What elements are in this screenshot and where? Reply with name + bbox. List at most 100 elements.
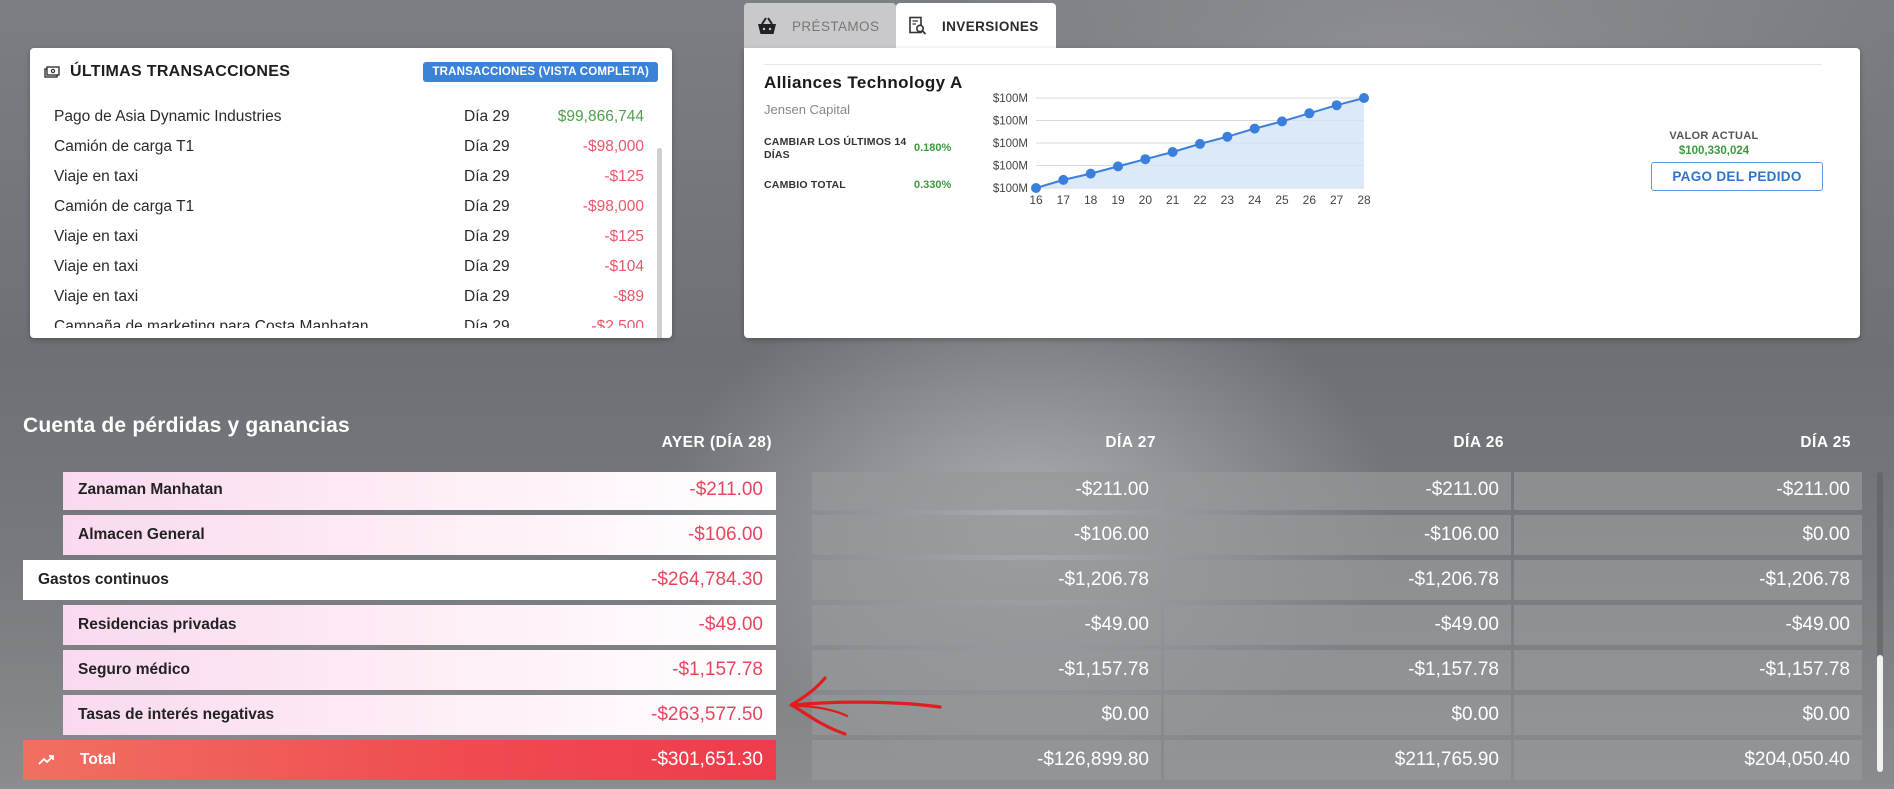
- data-point[interactable]: [1140, 154, 1151, 165]
- pnl-row-label-cell: Gastos continuos -$264,784.30: [23, 560, 776, 600]
- transaction-description: Viaje en taxi: [54, 228, 139, 245]
- transaction-description: Viaje en taxi: [54, 258, 139, 275]
- pnl-value-yesterday: -$301,651.30: [651, 749, 763, 770]
- x-tick-label: 16: [1029, 193, 1043, 206]
- transaction-day: Día 29: [464, 258, 510, 275]
- pnl-row-label: Zanaman Manhatan: [78, 481, 223, 498]
- x-tick-label: 19: [1111, 193, 1125, 206]
- pnl-row[interactable]: Almacen General -$106.00 -$106.00 -$106.00 $…: [0, 515, 1894, 555]
- y-tick-label: $100M: [993, 93, 1028, 105]
- y-tick-label: $100M: [993, 116, 1028, 128]
- x-tick-label: 28: [1357, 193, 1371, 206]
- transaction-amount: -$98,000: [582, 138, 644, 155]
- transactions-header: ÚLTIMAS TRANSACCIONES TRANSACCIONES (VIS…: [44, 60, 658, 84]
- x-tick-label: 23: [1221, 193, 1235, 206]
- pnl-row[interactable]: Residencias privadas -$49.00 -$49.00 -$49.0…: [0, 605, 1894, 645]
- transactions-panel: ÚLTIMAS TRANSACCIONES TRANSACCIONES (VIS…: [30, 48, 672, 338]
- area-fill: [1036, 98, 1364, 188]
- x-tick-label: 17: [1057, 193, 1071, 206]
- transaction-day: Día 29: [464, 228, 510, 245]
- tab-loans-label: PRÉSTAMOS: [792, 18, 880, 34]
- data-point[interactable]: [1167, 147, 1178, 157]
- data-point[interactable]: [1331, 100, 1342, 111]
- transaction-row: Viaje en taxi Día 29 -$125: [54, 222, 644, 252]
- transaction-row: Viaje en taxi Día 29 -$104: [54, 252, 644, 282]
- data-point[interactable]: [1195, 138, 1205, 149]
- pnl-title: Cuenta de pérdidas y ganancias: [23, 414, 350, 437]
- pnl-row[interactable]: Tasas de interés negativas -$263,577.50 $0…: [0, 695, 1894, 735]
- pnl-row[interactable]: Seguro médico -$1,157.78 -$1,157.78 -$1,157…: [0, 650, 1894, 690]
- pnl-value-cell: -$211.00: [1164, 472, 1511, 510]
- transaction-amount: -$125: [604, 168, 644, 185]
- transaction-description: Camión de carga T1: [54, 198, 195, 215]
- tab-investments[interactable]: INVERSIONES: [896, 3, 1056, 49]
- transactions-scrollbar[interactable]: [657, 148, 662, 338]
- pnl-column-header: DÍA 26: [1453, 434, 1504, 451]
- transaction-description: Pago de Asia Dynamic Industries: [54, 108, 282, 125]
- pnl-row-label-cell: Almacen General -$106.00: [63, 515, 776, 555]
- pnl-value-cell: -$49.00: [1164, 605, 1511, 645]
- transaction-row: Viaje en taxi Día 29 -$89: [54, 282, 644, 312]
- current-value-label: VALOR ACTUAL: [1669, 130, 1759, 142]
- transaction-amount: -$2,500: [591, 318, 644, 328]
- pnl-value-yesterday: -$264,784.30: [651, 569, 763, 590]
- pnl-value-yesterday: -$1,157.78: [672, 659, 763, 680]
- pnl-row-label-cell: Seguro médico -$1,157.78: [63, 650, 776, 690]
- pnl-value-yesterday: -$263,577.50: [651, 704, 763, 725]
- pnl-row-label-cell: Total -$301,651.30: [23, 740, 776, 780]
- x-tick-label: 20: [1139, 193, 1153, 206]
- data-point[interactable]: [1359, 93, 1369, 103]
- pay-order-button[interactable]: PAGO DEL PEDIDO: [1651, 162, 1823, 191]
- transaction-description: Viaje en taxi: [54, 168, 139, 185]
- pnl-value-cell: -$49.00: [812, 605, 1161, 645]
- x-tick-label: 26: [1303, 193, 1317, 206]
- pnl-value-cell: -$1,157.78: [812, 650, 1161, 690]
- data-point[interactable]: [1031, 183, 1041, 193]
- y-tick-label: $100M: [993, 183, 1028, 195]
- pnl-value-cell: -$49.00: [1514, 605, 1862, 645]
- transactions-full-view-button[interactable]: TRANSACCIONES (VISTA COMPLETA): [423, 62, 658, 82]
- data-point[interactable]: [1222, 131, 1233, 142]
- pnl-scrollbar-track[interactable]: [1877, 472, 1883, 772]
- transaction-day: Día 29: [464, 198, 510, 215]
- pnl-value-cell: $211,765.90: [1164, 740, 1511, 780]
- transactions-title: ÚLTIMAS TRANSACCIONES: [70, 63, 291, 80]
- transaction-description: Campaña de marketing para Costa Manhatan: [54, 318, 369, 328]
- document-search-icon: [908, 15, 928, 37]
- pnl-row-label: Almacen General: [78, 526, 205, 543]
- transaction-row: Viaje en taxi Día 29 -$125: [54, 162, 644, 192]
- transaction-day: Día 29: [464, 168, 510, 185]
- pnl-value-cell: -$1,206.78: [812, 560, 1161, 600]
- pnl-row-label: Residencias privadas: [78, 616, 237, 633]
- x-tick-label: 27: [1330, 193, 1344, 206]
- pnl-column-header: DÍA 25: [1800, 434, 1851, 451]
- x-tick-label: 18: [1084, 193, 1098, 206]
- pnl-row-label-cell: Zanaman Manhatan -$211.00: [63, 472, 776, 510]
- pnl-scrollbar-thumb[interactable]: [1877, 655, 1883, 772]
- data-point[interactable]: [1249, 123, 1260, 134]
- tab-loans[interactable]: PRÉSTAMOS: [744, 3, 896, 49]
- current-value: $100,330,024: [1678, 145, 1750, 157]
- investment-name: Alliances Technology A: [764, 73, 963, 92]
- transaction-amount: -$89: [612, 288, 644, 305]
- data-point[interactable]: [1058, 174, 1069, 185]
- data-point[interactable]: [1304, 108, 1315, 119]
- x-tick-label: 22: [1193, 193, 1207, 206]
- tab-investments-label: INVERSIONES: [942, 18, 1039, 34]
- data-point[interactable]: [1085, 168, 1096, 179]
- data-point[interactable]: [1113, 161, 1123, 172]
- transaction-row: Campaña de marketing para Costa Manhatan…: [54, 312, 644, 328]
- pnl-row[interactable]: Gastos continuos -$264,784.30 -$1,206.78 -$…: [0, 560, 1894, 600]
- investment-panel: Alliances Technology A Jensen Capital CA…: [744, 48, 1860, 338]
- pnl-row[interactable]: Zanaman Manhatan -$211.00 -$211.00 -$211.00…: [0, 472, 1894, 510]
- pnl-value-cell: -$1,206.78: [1164, 560, 1511, 600]
- data-point[interactable]: [1277, 116, 1287, 127]
- transaction-description: Camión de carga T1: [54, 138, 195, 155]
- pnl-column-header: DÍA 27: [1105, 434, 1156, 451]
- pnl-total-row[interactable]: Total -$301,651.30 -$126,899.80 $211,765.90…: [0, 740, 1894, 780]
- pnl-value-cell: -$1,157.78: [1164, 650, 1511, 690]
- pnl-value-cell: -$106.00: [1164, 515, 1511, 555]
- transactions-list: Pago de Asia Dynamic Industries Día 29 $99…: [54, 102, 644, 328]
- transaction-day: Día 29: [464, 288, 510, 305]
- divider: [764, 64, 1822, 65]
